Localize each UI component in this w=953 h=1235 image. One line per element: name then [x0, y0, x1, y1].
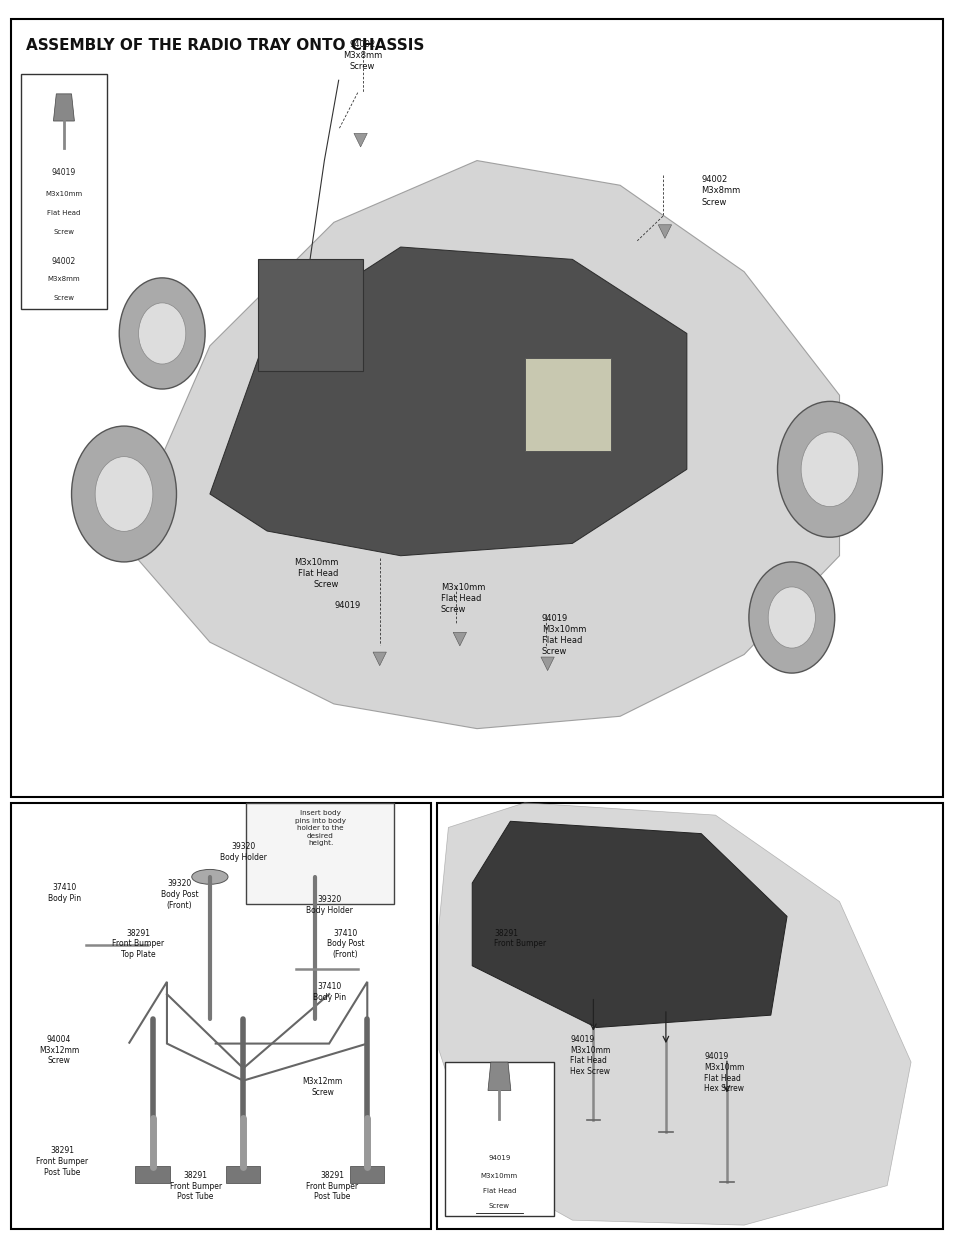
Bar [350, 1166, 384, 1183]
Text: 38291
Front Bumper
Post Tube: 38291 Front Bumper Post Tube [170, 1171, 221, 1202]
Polygon shape [488, 1062, 511, 1091]
Text: Screw: Screw [488, 1203, 510, 1209]
Text: M3x10mm
Flat Head
Screw: M3x10mm Flat Head Screw [294, 558, 338, 589]
Bar [257, 259, 362, 370]
Text: 38291
Front Bumper: 38291 Front Bumper [494, 929, 546, 948]
Text: 38291
Front Bumper
Post Tube: 38291 Front Bumper Post Tube [306, 1171, 357, 1202]
Text: M3x8mm: M3x8mm [48, 275, 80, 282]
Circle shape [138, 303, 186, 364]
Text: 39320
Body Holder: 39320 Body Holder [305, 895, 353, 915]
Bar [21, 74, 107, 309]
Circle shape [95, 457, 152, 531]
Polygon shape [472, 821, 786, 1028]
Text: 39320
Body Post
(Front): 39320 Body Post (Front) [160, 879, 198, 910]
Text: 94019
M3x10mm
Flat Head
Screw: 94019 M3x10mm Flat Head Screw [541, 614, 586, 656]
Circle shape [777, 401, 882, 537]
Bar [444, 1062, 554, 1216]
Text: 94002
M3x8mm
Screw: 94002 M3x8mm Screw [342, 40, 382, 70]
Text: 94002
M3x8mm
Screw: 94002 M3x8mm Screw [700, 175, 740, 206]
Text: 37410
Body Pin: 37410 Body Pin [49, 883, 81, 903]
Bar [436, 803, 942, 1229]
Ellipse shape [296, 869, 333, 884]
Text: Flat Head: Flat Head [482, 1188, 516, 1194]
Bar [11, 19, 942, 797]
Text: 37410
Body Post
(Front): 37410 Body Post (Front) [326, 929, 364, 960]
Bar [11, 803, 431, 1229]
Circle shape [71, 426, 176, 562]
Polygon shape [373, 652, 386, 666]
Circle shape [748, 562, 834, 673]
Text: Flat Head: Flat Head [48, 210, 80, 216]
Text: Screw: Screw [53, 295, 74, 300]
Circle shape [119, 278, 205, 389]
Text: Screw: Screw [53, 228, 74, 235]
Text: 39320
Body Holder: 39320 Body Holder [219, 842, 267, 862]
Bar [524, 358, 610, 451]
Polygon shape [124, 161, 839, 729]
Polygon shape [453, 632, 466, 646]
Text: ASSEMBLY OF THE RADIO TRAY ONTO CHASSIS: ASSEMBLY OF THE RADIO TRAY ONTO CHASSIS [26, 38, 424, 53]
Circle shape [767, 587, 815, 648]
Polygon shape [53, 94, 74, 121]
Polygon shape [354, 133, 367, 147]
Text: 94019: 94019 [334, 601, 360, 610]
Text: 94004
M3x12mm
Screw: 94004 M3x12mm Screw [39, 1035, 79, 1066]
Ellipse shape [192, 869, 228, 884]
Text: M3x10mm: M3x10mm [46, 191, 82, 198]
Text: M3x12mm
Screw: M3x12mm Screw [302, 1077, 342, 1097]
Circle shape [801, 432, 858, 506]
Polygon shape [438, 803, 910, 1225]
Text: Insert body
pins into body
holder to the
desired
height.: Insert body pins into body holder to the… [294, 810, 346, 846]
Text: 94019: 94019 [488, 1155, 510, 1161]
Text: 94019
M3x10mm
Flat Head
Hex Screw: 94019 M3x10mm Flat Head Hex Screw [703, 1052, 743, 1093]
Text: 38291
Front Bumper
Post Tube: 38291 Front Bumper Post Tube [36, 1146, 88, 1177]
Text: M3x10mm: M3x10mm [480, 1173, 517, 1179]
Text: 94002: 94002 [51, 257, 76, 266]
Bar [135, 1166, 170, 1183]
Text: M3x10mm
Flat Head
Screw: M3x10mm Flat Head Screw [440, 583, 485, 614]
Text: 37410
Body Pin: 37410 Body Pin [313, 982, 345, 1002]
Text: 94019
M3x10mm
Flat Head
Hex Screw: 94019 M3x10mm Flat Head Hex Screw [570, 1035, 610, 1076]
Text: 94019: 94019 [51, 168, 76, 177]
Polygon shape [658, 225, 671, 238]
Text: 38291
Front Bumper
Top Plate: 38291 Front Bumper Top Plate [112, 929, 164, 960]
Polygon shape [540, 657, 554, 671]
Bar [246, 803, 394, 904]
Polygon shape [210, 247, 686, 556]
Bar [226, 1166, 260, 1183]
